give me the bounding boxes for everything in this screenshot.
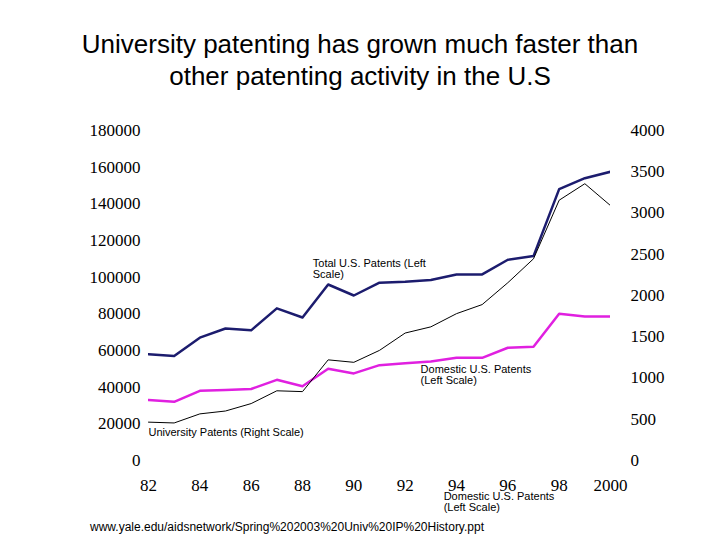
svg-text:180000: 180000 — [90, 121, 141, 140]
svg-text:1000: 1000 — [631, 368, 665, 387]
svg-text:University Patents (Right Scal: University Patents (Right Scale) — [149, 426, 304, 438]
html-text:www.yale.edu/aidsnetwork/Sprin: www.yale.edu/aidsnetwork/Spring%202003%2… — [90, 520, 484, 534]
svg-text:94: 94 — [448, 475, 465, 495]
svg-text:Domestic U.S. Patents(Left Sca: Domestic U.S. Patents(Left Scale) — [421, 363, 532, 386]
svg-text:98: 98 — [550, 475, 568, 495]
svg-text:Domestic U.S. Patents(Left Sca: Domestic U.S. Patents(Left Scale) — [444, 490, 555, 513]
svg-text:92: 92 — [397, 476, 414, 495]
svg-text:80000: 80000 — [98, 304, 141, 323]
svg-text:82: 82 — [140, 476, 157, 495]
svg-text:160000: 160000 — [90, 158, 141, 177]
svg-text:2000: 2000 — [631, 286, 665, 305]
svg-text:1500: 1500 — [631, 327, 665, 346]
svg-text:2500: 2500 — [631, 245, 665, 264]
svg-text:2000: 2000 — [594, 476, 628, 495]
svg-text:3500: 3500 — [631, 162, 665, 181]
svg-text:96: 96 — [499, 475, 517, 495]
svg-text:86: 86 — [243, 476, 260, 495]
svg-text:84: 84 — [191, 476, 209, 495]
svg-text:4000: 4000 — [631, 121, 665, 140]
svg-text:3000: 3000 — [631, 203, 665, 222]
svg-text:20000: 20000 — [98, 414, 141, 433]
svg-text:90: 90 — [345, 476, 362, 495]
svg-text:Total U.S. Patents (LeftScale): Total U.S. Patents (LeftScale) — [313, 257, 426, 280]
svg-text:40000: 40000 — [98, 378, 141, 397]
svg-text:0: 0 — [132, 451, 141, 470]
svg-text:120000: 120000 — [90, 231, 141, 250]
html-text:University patenting has grown: University patenting has grown much fast… — [81, 29, 639, 91]
svg-text:140000: 140000 — [90, 194, 141, 213]
svg-text:88: 88 — [294, 476, 311, 495]
svg-text:100000: 100000 — [90, 268, 141, 287]
svg-text:60000: 60000 — [98, 341, 141, 360]
svg-text:500: 500 — [631, 410, 657, 429]
svg-text:0: 0 — [631, 451, 640, 470]
